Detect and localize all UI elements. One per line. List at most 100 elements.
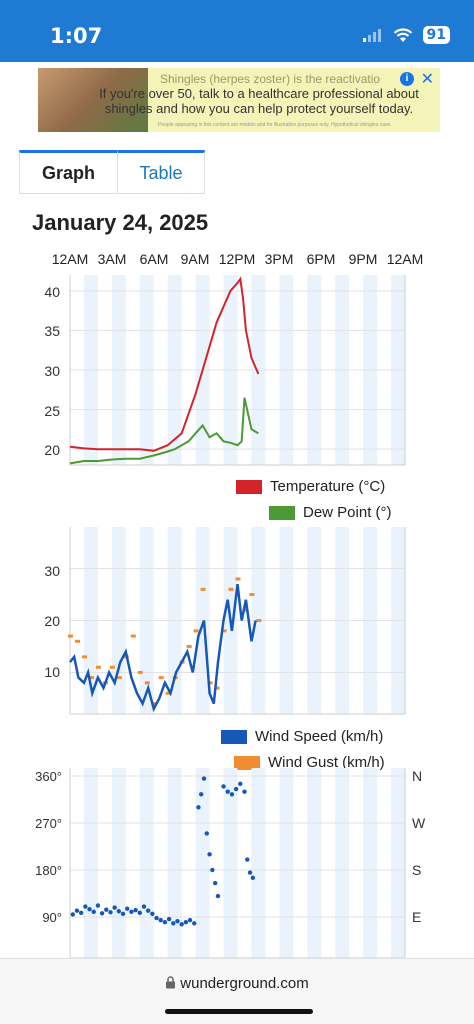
wind-gust-mark: [221, 629, 227, 633]
hour-label: 12PM: [218, 251, 256, 267]
wind-direction-point: [129, 909, 134, 914]
wind-direction-point: [104, 907, 109, 912]
wind-gust-mark: [256, 619, 262, 622]
wind-direction-point: [133, 908, 138, 913]
hour-label: 12AM: [51, 251, 89, 267]
wind-direction-point: [158, 917, 163, 923]
wind-direction-point: [120, 911, 126, 917]
wind-direction-point: [204, 831, 209, 836]
wind-direction-point: [171, 921, 176, 926]
hour-band: [251, 768, 266, 958]
legend-swatch-dew-point: [269, 505, 295, 520]
legend-swatch-temperature: [236, 479, 262, 494]
y-tick-label: 30: [44, 363, 60, 379]
wind-gust-mark: [88, 676, 94, 680]
legend-label: Wind Speed (km/h): [255, 728, 384, 745]
wind-direction-point: [199, 792, 204, 797]
wind-direction-point: [95, 903, 101, 908]
compass-label: E: [412, 909, 421, 925]
wind-direction-point: [242, 789, 247, 794]
wind-direction-point: [87, 906, 92, 912]
wind-gust-mark: [228, 587, 234, 591]
y-tick-label: 35: [44, 323, 60, 339]
wind-gust-mark: [193, 629, 199, 633]
status-bar: 1:07 91: [0, 0, 474, 62]
tab-table[interactable]: Table: [118, 150, 205, 194]
wind-gust-mark: [158, 676, 164, 680]
compass-label: S: [412, 862, 421, 878]
hour-band: [279, 768, 294, 958]
wind-direction-point: [154, 915, 159, 921]
y-tick-label: 180°: [35, 863, 62, 878]
home-indicator[interactable]: [165, 1009, 313, 1014]
hour-band: [307, 768, 322, 958]
wind-direction-point: [238, 781, 243, 787]
wind-direction-chart: 360° 270° 180° 90° N W S E: [35, 768, 426, 958]
wind-direction-point: [78, 910, 84, 916]
wind-direction-point: [116, 909, 122, 914]
wind-direction-point: [166, 916, 172, 922]
y-tick-label: 20: [44, 442, 60, 458]
wind-direction-point: [201, 776, 207, 781]
ad-background-text: Shingles (herpes zoster) is the reactiva…: [160, 72, 381, 86]
lock-icon: [166, 976, 176, 989]
wind-direction-point: [229, 792, 235, 797]
wind-direction-point: [210, 867, 215, 873]
wind-direction-point: [108, 910, 113, 915]
wind-direction-point: [175, 918, 180, 924]
temperature-line: [69, 276, 260, 452]
dew-point-line: [69, 397, 259, 465]
ad-banner[interactable]: Shingles (herpes zoster) is the reactiva…: [38, 68, 440, 132]
legend-dew-point: Dew Point (°): [269, 504, 392, 521]
hour-band: [223, 768, 238, 958]
wind-direction-point: [215, 893, 221, 899]
y-tick-label: 30: [44, 563, 60, 579]
hour-label: 9AM: [180, 251, 210, 267]
close-icon[interactable]: ✕: [420, 71, 434, 88]
wind-direction-point: [233, 786, 239, 792]
url-display[interactable]: wunderground.com: [0, 975, 474, 992]
hour-label: 6AM: [139, 251, 169, 267]
legend-label: Dew Point (°): [303, 504, 392, 521]
status-icons: 91: [362, 26, 450, 44]
wind-direction-point: [183, 920, 189, 925]
hour-band: [195, 768, 210, 958]
date-title: January 24, 2025: [32, 210, 209, 235]
hour-band: [111, 768, 126, 958]
wind-gust-mark: [109, 665, 115, 669]
wind-direction-point: [187, 917, 193, 923]
hour-band: [391, 768, 405, 958]
compass-label: W: [412, 815, 426, 831]
battery-indicator: 91: [422, 26, 450, 44]
info-icon[interactable]: i: [400, 72, 414, 86]
compass-label: N: [412, 768, 422, 784]
wind-gust-mark: [116, 676, 122, 680]
wifi-icon: [393, 27, 412, 42]
view-tabs: Graph Table: [19, 150, 205, 194]
wind-gust-mark: [200, 587, 206, 591]
tab-graph[interactable]: Graph: [19, 150, 118, 194]
hour-label: 12AM: [386, 251, 424, 267]
temperature-chart: 40 35 30 25 20: [44, 275, 406, 466]
hour-band: [167, 768, 182, 958]
legend-wind-speed: Wind Speed (km/h): [221, 728, 383, 745]
wind-direction-point: [225, 789, 230, 794]
wind-gust-mark: [144, 681, 150, 685]
wind-gust-mark: [165, 691, 171, 695]
wind-gust-mark: [186, 644, 192, 648]
hour-band: [83, 768, 98, 958]
hour-band: [363, 768, 378, 958]
wind-gust-mark: [130, 634, 136, 638]
wind-direction-point: [99, 911, 105, 916]
wind-gust-mark: [214, 686, 220, 690]
hour-label: 3PM: [264, 251, 294, 267]
ad-fine-print: People appearing in this content are mod…: [158, 122, 392, 128]
wind-gust-mark: [74, 639, 80, 643]
wind-direction-point: [247, 870, 253, 875]
wind-direction-point: [150, 911, 155, 917]
wind-direction-point: [207, 852, 212, 857]
wind-gust-mark: [137, 670, 143, 674]
legend-swatch-wind-gust: [234, 755, 260, 770]
status-time: 1:07: [50, 24, 103, 48]
browser-bottom-bar: wunderground.com: [0, 958, 474, 1024]
